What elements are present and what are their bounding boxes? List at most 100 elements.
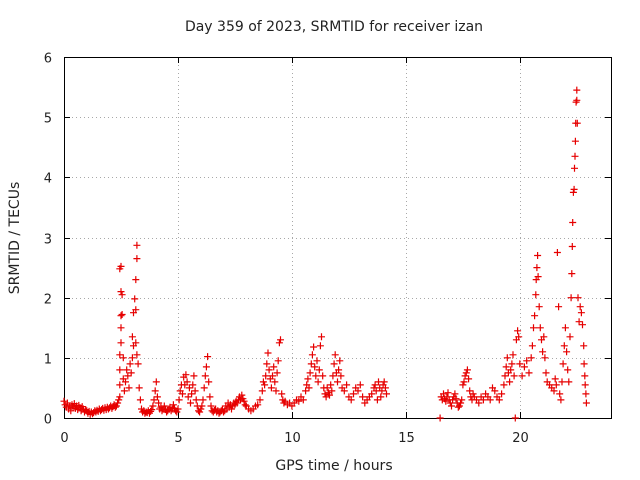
data-point bbox=[582, 399, 590, 407]
data-point bbox=[532, 291, 540, 299]
data-point bbox=[356, 381, 364, 389]
data-point bbox=[132, 339, 140, 347]
data-point bbox=[261, 381, 269, 389]
data-point bbox=[557, 396, 565, 404]
data-point bbox=[205, 378, 213, 386]
data-point bbox=[449, 396, 457, 404]
data-point bbox=[196, 408, 204, 416]
data-point bbox=[132, 306, 140, 314]
data-point bbox=[274, 357, 282, 365]
grid bbox=[64, 57, 611, 418]
data-point bbox=[551, 375, 559, 383]
data-point bbox=[116, 393, 124, 401]
data-point bbox=[533, 264, 541, 272]
y-axis-ticks: 0 1 2 3 4 5 6 bbox=[44, 52, 611, 428]
data-point bbox=[540, 333, 548, 341]
data-point bbox=[574, 294, 582, 302]
data-point bbox=[155, 399, 163, 407]
data-point bbox=[495, 396, 503, 404]
y-tick-label: 0 bbox=[44, 413, 52, 428]
data-point bbox=[124, 372, 132, 380]
data-point bbox=[377, 393, 385, 401]
data-point bbox=[498, 390, 506, 398]
x-tick-label: 20 bbox=[512, 431, 529, 446]
y-tick-label: 1 bbox=[44, 353, 52, 368]
data-point bbox=[118, 311, 126, 318]
data-point bbox=[198, 402, 206, 410]
data-point bbox=[117, 324, 125, 332]
data-point bbox=[111, 403, 119, 411]
data-point bbox=[475, 399, 483, 407]
data-point bbox=[256, 396, 264, 404]
data-point bbox=[380, 378, 388, 386]
data-point bbox=[527, 354, 535, 362]
data-point bbox=[191, 387, 199, 395]
data-point bbox=[563, 348, 571, 356]
data-point bbox=[571, 152, 579, 160]
data-point bbox=[264, 349, 272, 357]
data-point bbox=[207, 402, 215, 410]
data-point bbox=[569, 219, 577, 226]
data-point bbox=[452, 395, 460, 403]
data-point bbox=[152, 378, 160, 386]
data-point bbox=[187, 399, 194, 407]
data-point bbox=[188, 390, 196, 398]
data-point bbox=[311, 363, 319, 371]
data-point bbox=[491, 387, 499, 395]
data-point bbox=[270, 363, 278, 371]
data-point bbox=[307, 360, 315, 368]
data-point bbox=[295, 397, 303, 405]
data-point bbox=[241, 401, 249, 409]
data-point bbox=[259, 378, 267, 386]
data-point bbox=[568, 243, 576, 250]
data-point bbox=[573, 86, 581, 94]
data-point bbox=[525, 369, 533, 377]
data-point bbox=[189, 381, 197, 389]
data-point bbox=[131, 295, 139, 303]
data-point bbox=[153, 393, 161, 401]
data-point bbox=[190, 372, 198, 380]
data-point bbox=[581, 372, 589, 380]
data-point bbox=[175, 396, 183, 404]
data-point bbox=[116, 366, 124, 374]
data-point bbox=[520, 363, 528, 371]
data-point bbox=[560, 342, 568, 350]
data-point bbox=[192, 396, 200, 404]
data-point bbox=[133, 241, 141, 249]
data-point bbox=[185, 384, 193, 392]
y-tick-label: 2 bbox=[44, 293, 52, 308]
data-point bbox=[114, 399, 122, 407]
data-point bbox=[312, 372, 320, 380]
data-point bbox=[462, 369, 470, 377]
data-point bbox=[267, 384, 275, 392]
data-point bbox=[117, 262, 125, 270]
data-point bbox=[340, 387, 348, 395]
data-point bbox=[451, 390, 459, 398]
data-point bbox=[318, 333, 325, 341]
y-tick-label: 6 bbox=[44, 52, 52, 67]
data-point bbox=[304, 375, 312, 383]
data-point bbox=[128, 333, 136, 341]
data-point bbox=[238, 391, 246, 399]
data-point bbox=[116, 381, 124, 389]
data-point bbox=[559, 360, 567, 368]
data-point bbox=[150, 396, 158, 404]
data-point bbox=[281, 397, 289, 405]
data-point bbox=[262, 372, 270, 380]
data-point bbox=[118, 291, 126, 299]
data-point bbox=[461, 372, 469, 380]
data-point bbox=[120, 387, 128, 395]
data-point bbox=[329, 372, 337, 380]
data-point bbox=[508, 360, 516, 368]
data-point bbox=[530, 324, 537, 332]
data-point bbox=[378, 387, 386, 395]
data-point bbox=[305, 384, 313, 392]
data-point bbox=[511, 414, 519, 422]
data-point bbox=[573, 119, 581, 127]
data-point bbox=[565, 378, 573, 386]
data-point bbox=[337, 372, 345, 380]
data-point bbox=[582, 390, 590, 398]
data-point bbox=[206, 393, 214, 401]
data-point bbox=[436, 414, 444, 422]
